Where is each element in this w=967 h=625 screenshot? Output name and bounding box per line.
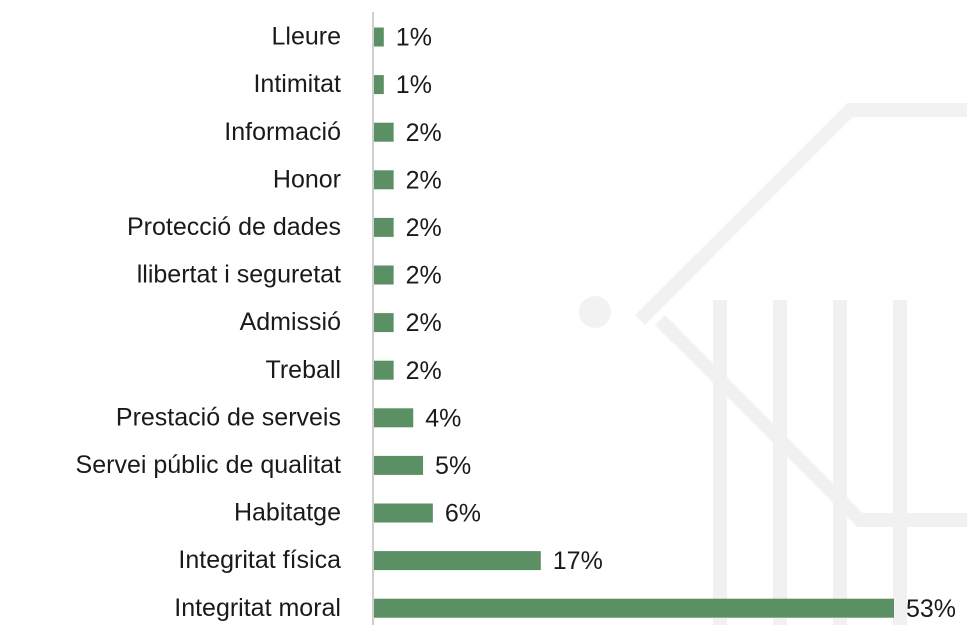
- category-label: Habitatge: [234, 499, 341, 527]
- value-label: 4%: [425, 404, 461, 432]
- value-label: 5%: [435, 452, 471, 480]
- value-label: 2%: [406, 262, 442, 290]
- category-label: Integritat física: [178, 546, 341, 574]
- value-label: 2%: [406, 166, 442, 194]
- category-label: Informació: [224, 118, 341, 146]
- bar: [374, 122, 394, 142]
- watermark-dot: [579, 296, 611, 328]
- category-label: Honor: [273, 165, 341, 193]
- bar: [374, 27, 384, 47]
- bar: [374, 170, 394, 190]
- category-label: Treball: [266, 356, 342, 384]
- bar: [374, 455, 424, 475]
- bar: [374, 551, 541, 571]
- bar: [374, 217, 394, 237]
- bar: [374, 265, 394, 285]
- value-label: 6%: [445, 500, 481, 528]
- bar: [374, 598, 894, 618]
- value-label: 1%: [396, 24, 432, 52]
- value-label: 17%: [553, 547, 603, 575]
- category-label: Prestació de serveis: [116, 403, 341, 431]
- category-label: llibertat i seguretat: [137, 261, 341, 289]
- watermark: [635, 103, 967, 625]
- bar: [374, 360, 394, 380]
- category-label: Servei públic de qualitat: [76, 451, 341, 479]
- value-label: 2%: [406, 309, 442, 337]
- category-label: Intimitat: [253, 70, 341, 98]
- bar: [374, 408, 414, 428]
- value-label: 1%: [396, 71, 432, 99]
- value-label: 2%: [406, 119, 442, 147]
- value-label: 53%: [906, 595, 956, 623]
- category-label: Integritat moral: [174, 594, 341, 622]
- value-label: 2%: [406, 357, 442, 385]
- category-label: Admissió: [240, 308, 341, 336]
- bar: [374, 313, 394, 333]
- bar: [374, 75, 384, 95]
- category-label: Lleure: [272, 23, 342, 51]
- bar: [374, 503, 433, 523]
- category-label: Protecció de dades: [127, 213, 341, 241]
- value-label: 2%: [406, 214, 442, 242]
